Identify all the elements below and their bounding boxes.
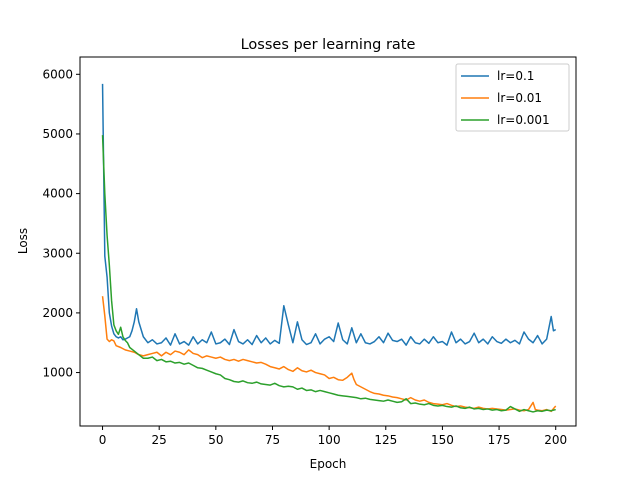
legend-label: lr=0.1 <box>497 69 534 83</box>
y-tick-label: 1000 <box>42 366 73 380</box>
x-tick-label: 50 <box>208 433 223 447</box>
series-line-lr-0-1 <box>101 83 557 346</box>
y-axis-label: Loss <box>16 228 30 254</box>
x-tick-label: 100 <box>318 433 341 447</box>
legend-box <box>455 63 570 132</box>
x-tick-label: 75 <box>265 433 280 447</box>
y-tick-label: 6000 <box>42 67 73 81</box>
legend: lr=0.1 lr=0.01 lr=0.001 <box>455 63 570 132</box>
x-tick-label: 150 <box>431 433 454 447</box>
x-tick-label: 175 <box>488 433 511 447</box>
series-line-lr-0-01 <box>101 296 557 413</box>
y-tick-label: 5000 <box>42 127 73 141</box>
y-tick-label: 3000 <box>42 246 73 260</box>
x-axis-label: Epoch <box>310 457 347 471</box>
series-line-lr-0-001 <box>101 135 556 413</box>
x-tick-label: 200 <box>544 433 567 447</box>
x-tick-label: 125 <box>374 433 397 447</box>
x-tick-label: 0 <box>99 433 107 447</box>
x-axis-ticks: 0 25 50 75 100 125 150 175 200 <box>99 426 567 447</box>
y-axis-ticks: 1000 2000 3000 4000 5000 6000 <box>42 67 80 380</box>
plot-area-frame <box>79 56 577 427</box>
y-tick-label: 4000 <box>42 187 73 201</box>
series-lines <box>101 83 557 413</box>
legend-label: lr=0.001 <box>497 113 550 127</box>
x-tick-label: 25 <box>152 433 167 447</box>
legend-label: lr=0.01 <box>497 91 542 105</box>
chart-title: Losses per learning rate <box>241 37 416 53</box>
y-tick-label: 2000 <box>42 306 73 320</box>
